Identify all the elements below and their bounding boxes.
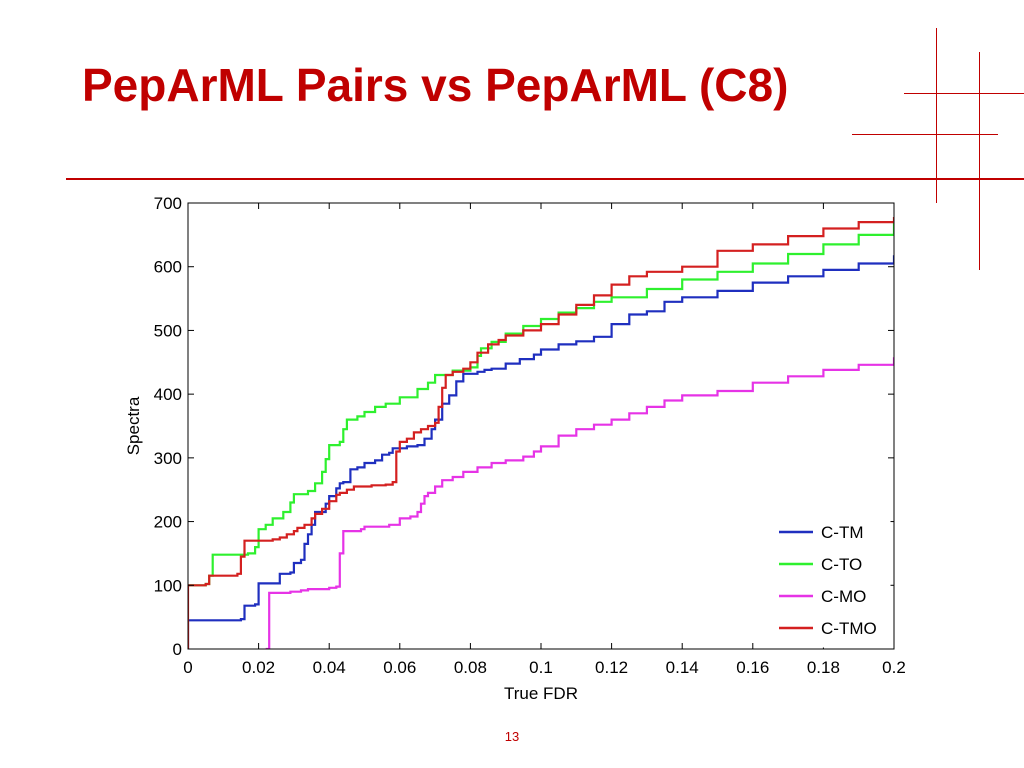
slide-title: PepArML Pairs vs PepArML (C8) [82,59,789,111]
deco-hline-2 [852,134,998,135]
x-axis-label: True FDR [504,684,578,703]
legend-label-c-to: C-TO [821,555,862,574]
y-tick-label: 700 [154,194,182,213]
legend-label-c-tmo: C-TMO [821,619,877,638]
legend-box [772,514,891,648]
x-tick-label: 0.2 [882,658,906,677]
y-tick-label: 600 [154,258,182,277]
y-tick-label: 0 [173,640,182,659]
x-tick-label: 0.18 [807,658,840,677]
title-underline [66,178,1024,180]
x-tick-label: 0.08 [454,658,487,677]
legend-label-c-tm: C-TM [821,523,863,542]
y-tick-label: 500 [154,321,182,340]
y-tick-label: 200 [154,513,182,532]
x-tick-label: 0.14 [666,658,699,677]
series-line-c-tmo [188,217,894,649]
deco-vline-2 [979,52,980,270]
x-tick-label: 0.02 [242,658,275,677]
series-line-c-tm [188,255,894,649]
deco-vline-1 [936,28,937,203]
series-line-c-to [188,220,894,587]
y-tick-label: 100 [154,576,182,595]
x-tick-label: 0.1 [529,658,553,677]
x-tick-label: 0.16 [736,658,769,677]
y-axis-label: Spectra [124,396,143,455]
x-tick-label: 0.06 [383,658,416,677]
deco-hline-1 [904,93,1024,94]
x-tick-label: 0 [183,658,192,677]
y-tick-label: 300 [154,449,182,468]
series-line-c-mo [265,357,894,649]
x-tick-label: 0.04 [313,658,346,677]
page-number: 13 [504,729,520,744]
x-tick-label: 0.12 [595,658,628,677]
legend-label-c-mo: C-MO [821,587,866,606]
y-tick-label: 400 [154,385,182,404]
